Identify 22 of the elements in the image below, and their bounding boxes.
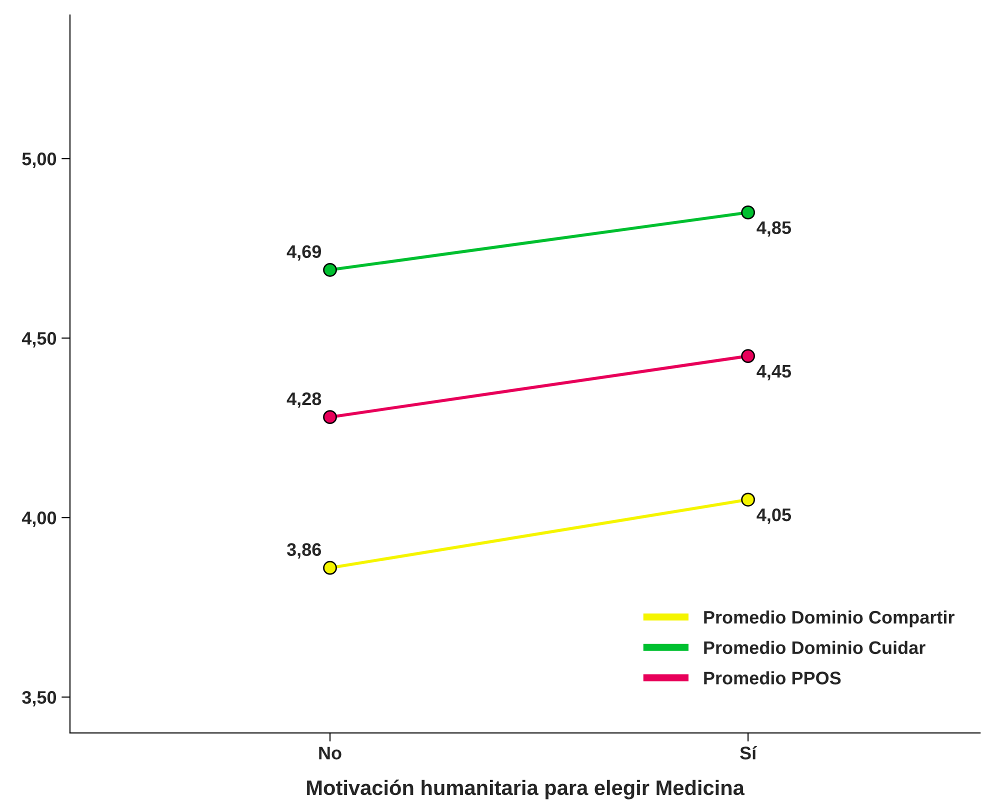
point <box>741 206 756 220</box>
data-label: 4,05 <box>756 508 792 524</box>
legend-label: Promedio Dominio Compartir <box>704 610 954 628</box>
y-tick-label: 4,00 <box>22 512 56 527</box>
point <box>323 410 337 424</box>
y-tick-label: 4,50 <box>22 332 56 348</box>
legend-label: Promedio Dominio Cuidar <box>704 640 926 654</box>
data-label: 3,86 <box>286 543 322 559</box>
data-label: 4,69 <box>286 245 322 261</box>
point <box>741 349 756 364</box>
y-tick-label: 5,00 <box>22 152 56 168</box>
data-label: 4,45 <box>756 365 792 380</box>
x-tick-label: No <box>319 746 342 760</box>
y-tick-label: 3,50 <box>22 691 56 706</box>
point <box>741 492 756 507</box>
x-axis-title: Motivación humanitaria para elegir Medicina <box>307 780 745 800</box>
data-label: 4,85 <box>756 221 792 237</box>
data-label: 4,28 <box>286 392 322 408</box>
x-tick-label: Sí <box>740 746 758 760</box>
point <box>323 560 337 575</box>
point <box>323 262 337 277</box>
legend-label: Promedio PPOS <box>704 671 841 684</box>
